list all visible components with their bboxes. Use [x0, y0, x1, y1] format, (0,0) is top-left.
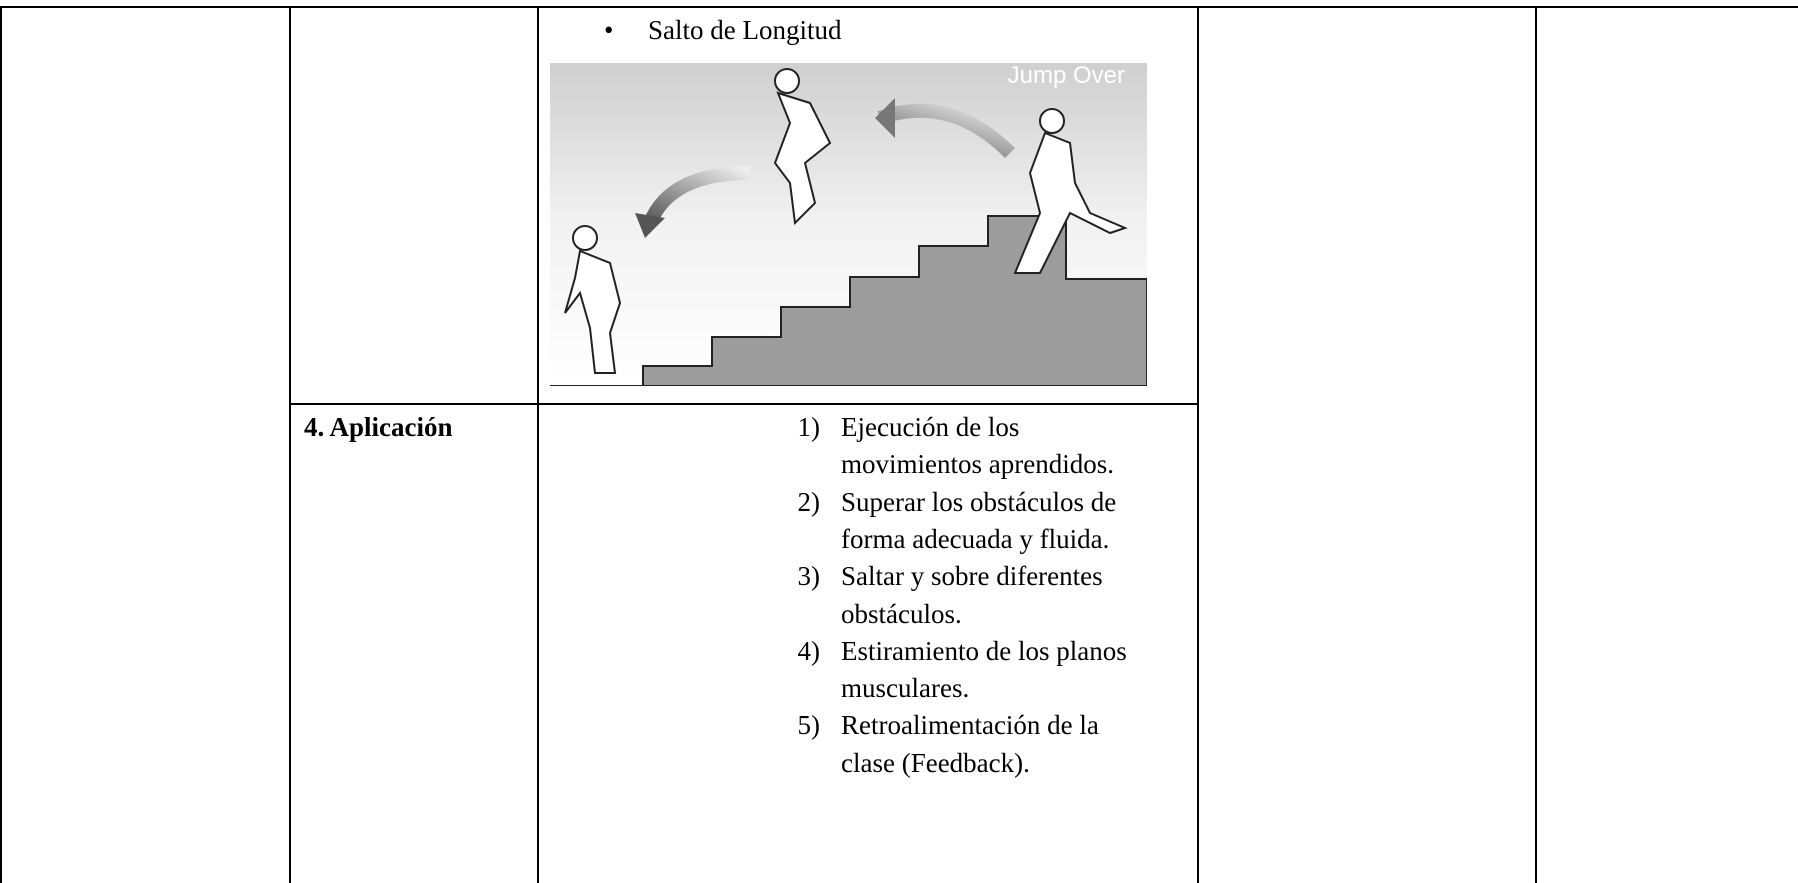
item-text: Ejecución de los	[841, 412, 1020, 442]
illustration: Jump Over	[550, 63, 1147, 386]
item-text: forma adecuada y fluida.	[841, 523, 1110, 554]
item-number: 1)	[797, 412, 821, 442]
table-border	[289, 7, 291, 883]
table-border	[1535, 7, 1537, 883]
table-border	[1197, 7, 1199, 883]
table-border	[0, 6, 1798, 8]
image-caption: Jump Over	[1008, 63, 1125, 89]
table-border	[0, 7, 2, 883]
item-text: Superar los obstáculos de	[841, 486, 1117, 517]
item-text: musculares.	[841, 673, 970, 704]
item-text: movimientos aprendidos.	[841, 449, 1114, 480]
table-border	[289, 403, 1199, 405]
bullet: •	[604, 15, 614, 45]
item-text: obstáculos.	[841, 598, 962, 629]
item-number: 3)	[797, 561, 821, 592]
item-text: Estiramiento de los planos	[841, 635, 1127, 666]
item-number: 4)	[797, 635, 821, 666]
item-text: Saltar y sobre diferentes	[841, 561, 1103, 592]
item-text: clase (Feedback).	[841, 747, 1030, 778]
item-number: 5)	[797, 710, 821, 741]
bullet-text: Salto de Longitud	[648, 15, 842, 45]
table-border	[537, 7, 539, 883]
item-number: 2)	[797, 486, 821, 517]
row-label: 4. Aplicación	[304, 412, 453, 442]
item-text: Retroalimentación de la	[841, 710, 1099, 741]
